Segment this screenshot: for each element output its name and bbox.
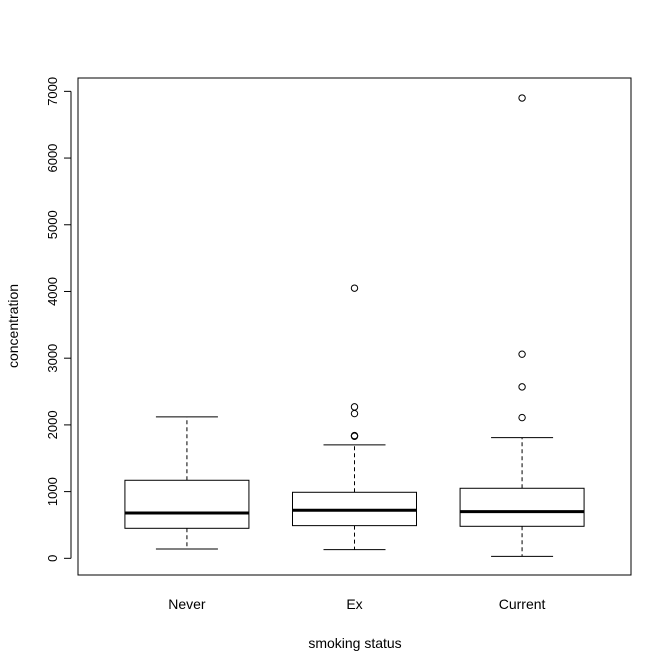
y-tick-label: 6000 [45,144,60,173]
iqr-box [459,487,585,527]
outlier-point [518,350,526,358]
y-tick-label: 2000 [45,410,60,439]
iqr-box [124,479,250,529]
x-tick-label: Never [168,596,206,612]
x-tick-label: Current [499,596,546,612]
y-tick-label: 5000 [45,210,60,239]
y-tick-label: 7000 [45,77,60,106]
y-tick-label: 3000 [45,344,60,373]
box-ex [291,284,418,551]
outlier-point [518,383,526,391]
y-tick-label: 1000 [45,477,60,506]
outlier-point [350,403,359,411]
y-tick-label: 4000 [45,277,60,306]
y-tick-label: 0 [45,555,60,562]
plot-frame [77,77,632,576]
box-never [124,416,250,550]
box-current [459,94,585,557]
outlier-point [518,413,526,422]
outlier-point [350,409,359,418]
y-axis: 0 1000 2000 3000 4000 5000 6000 7000 [45,77,72,562]
x-tick-label: Ex [346,596,362,612]
outlier-point [518,94,526,102]
outlier-point [350,284,359,292]
x-axis: Never Ex Current [168,596,545,612]
x-axis-label: smoking status [308,635,401,651]
boxes-layer [124,94,585,557]
outlier-point [350,431,359,440]
y-axis-label: concentration [5,284,21,368]
